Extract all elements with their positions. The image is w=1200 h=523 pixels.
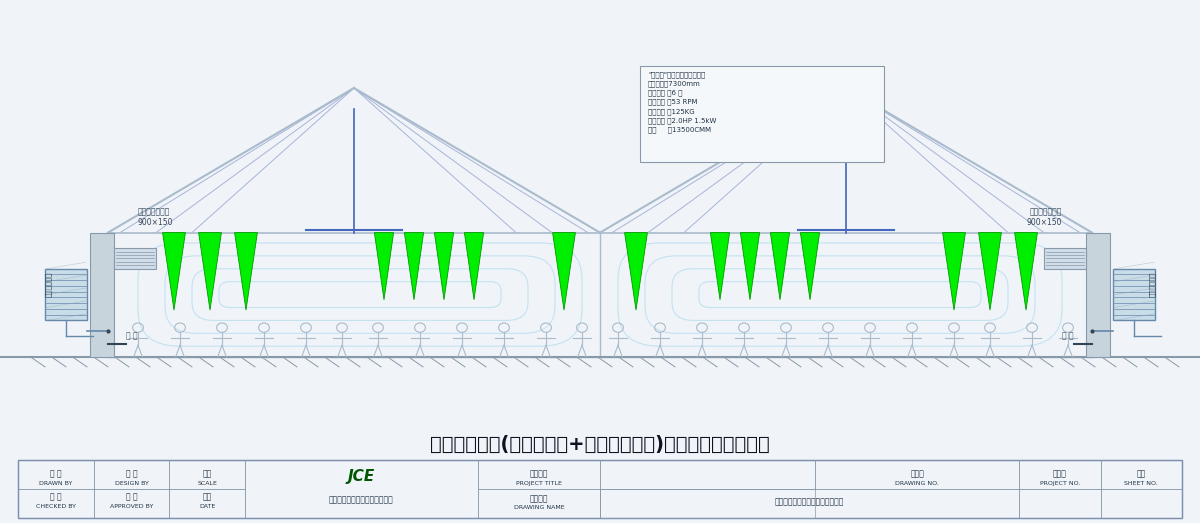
Text: 比例: 比例	[203, 469, 211, 478]
Text: 窗 户: 窗 户	[1062, 332, 1074, 340]
Polygon shape	[943, 233, 966, 310]
Text: 设 计: 设 计	[126, 469, 137, 478]
Bar	[600, 489, 815, 518]
Polygon shape	[434, 233, 454, 300]
Text: DRAWN BY: DRAWN BY	[40, 481, 72, 486]
Text: 蒸发式冷风机: 蒸发式冷风机	[44, 271, 52, 297]
Bar	[1100, 489, 1182, 518]
Text: 广东嘉昌通风降温科技有限公司: 广东嘉昌通风降温科技有限公司	[329, 495, 394, 504]
Polygon shape	[740, 233, 760, 300]
Polygon shape	[404, 233, 424, 300]
Text: 图纸名称: 图纸名称	[529, 494, 548, 503]
Text: SHEET NO.: SHEET NO.	[1124, 481, 1158, 486]
Text: 日期: 日期	[203, 493, 211, 502]
Text: 车间扇机组合通风降温立面示意图: 车间扇机组合通风降温立面示意图	[775, 497, 845, 506]
Bar	[1019, 460, 1100, 489]
Bar	[815, 460, 1019, 489]
Bar	[1044, 248, 1086, 269]
Polygon shape	[624, 233, 648, 310]
Bar	[600, 489, 1019, 518]
Polygon shape	[710, 233, 730, 300]
Bar	[169, 460, 245, 489]
Text: 业务号: 业务号	[1052, 469, 1067, 478]
Polygon shape	[374, 233, 394, 300]
Bar	[18, 460, 94, 489]
FancyBboxPatch shape	[641, 66, 884, 162]
Text: 自动能控送风口
900×150: 自动能控送风口 900×150	[1026, 207, 1062, 228]
Polygon shape	[464, 233, 484, 300]
Bar	[18, 489, 94, 518]
Polygon shape	[199, 233, 221, 310]
Text: APPROVED BY: APPROVED BY	[110, 504, 154, 509]
Text: DESIGN BY: DESIGN BY	[114, 481, 149, 486]
Text: 自动能控送风口
900×150: 自动能控送风口 900×150	[138, 207, 174, 228]
Bar	[169, 489, 245, 518]
Polygon shape	[770, 233, 790, 300]
Text: PROJECT NO.: PROJECT NO.	[1039, 481, 1080, 486]
Text: 核 准: 核 准	[126, 493, 137, 502]
Bar	[245, 460, 478, 518]
Polygon shape	[1015, 233, 1038, 310]
Text: 绘 图: 绘 图	[50, 469, 61, 478]
Bar	[478, 489, 600, 518]
Polygon shape	[163, 233, 185, 310]
Bar	[46, 269, 88, 321]
Text: 图纸号: 图纸号	[911, 469, 924, 478]
Bar	[478, 460, 600, 489]
Text: SCALE: SCALE	[197, 481, 217, 486]
Polygon shape	[552, 233, 576, 310]
Text: 核 对: 核 对	[50, 493, 61, 502]
Text: 车间扇机组合(工业大风扇+蒸发式冷风机)通风降温立面示意图: 车间扇机组合(工业大风扇+蒸发式冷风机)通风降温立面示意图	[430, 435, 770, 454]
Bar	[94, 489, 169, 518]
Text: "瑞彩风"工业大风扇规格说明
风扇直径：7300mm
叶片数量 ：6 片
风扇转速 ：53 RPM
风扇重量 ：125KG
风扇功率 ：2.0HP 1.5kW
: "瑞彩风"工业大风扇规格说明 风扇直径：7300mm 叶片数量 ：6 片 风扇转…	[648, 72, 716, 133]
Text: 编号: 编号	[1136, 469, 1146, 478]
Text: DRAWING NO.: DRAWING NO.	[895, 481, 940, 486]
Bar	[1114, 269, 1154, 321]
Text: 工程名称: 工程名称	[529, 469, 548, 478]
Bar	[600, 460, 815, 489]
Polygon shape	[979, 233, 1002, 310]
Text: 窗 户: 窗 户	[126, 332, 138, 340]
Text: CHECKED BY: CHECKED BY	[36, 504, 76, 509]
Text: PROJECT TITLE: PROJECT TITLE	[516, 481, 562, 486]
Text: JCE: JCE	[348, 469, 376, 484]
Bar	[1019, 489, 1100, 518]
Bar	[1100, 460, 1182, 489]
Text: DATE: DATE	[199, 504, 215, 509]
Text: 蒸发式冷风机: 蒸发式冷风机	[1148, 271, 1156, 297]
Bar	[114, 248, 156, 269]
Bar	[94, 460, 169, 489]
Polygon shape	[235, 233, 257, 310]
Text: DRAWING NAME: DRAWING NAME	[514, 506, 564, 510]
Bar	[90, 233, 114, 357]
Bar	[1086, 233, 1110, 357]
Polygon shape	[800, 233, 820, 300]
